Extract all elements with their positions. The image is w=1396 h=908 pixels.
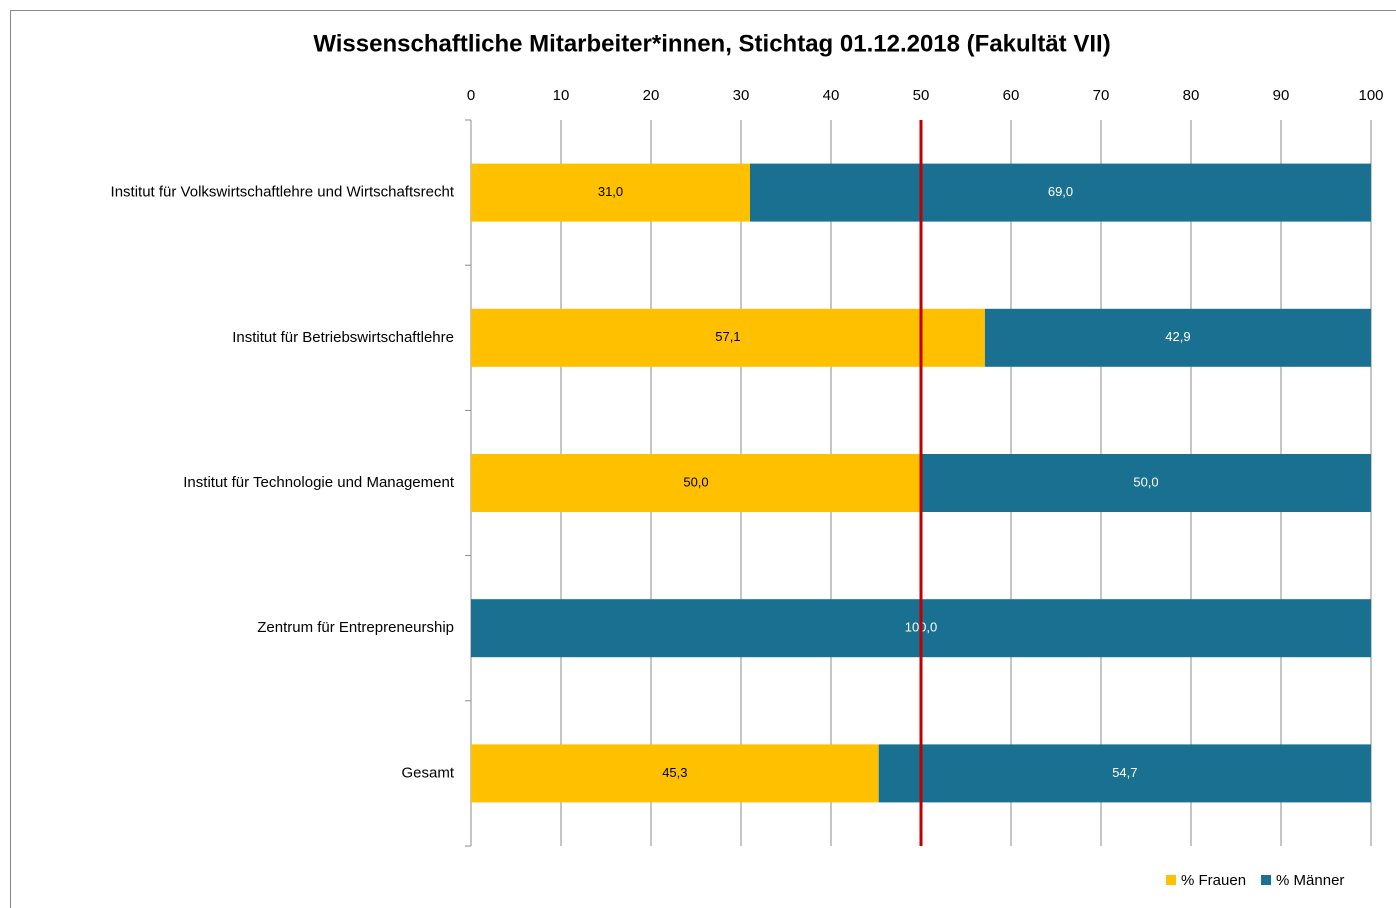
bar-segment bbox=[471, 163, 750, 222]
value-label: 57,1 bbox=[715, 329, 740, 344]
x-tick-label: 100 bbox=[1358, 87, 1383, 104]
y-tick-label: Gesamt bbox=[401, 764, 454, 781]
value-label: 69,0 bbox=[1048, 184, 1073, 199]
bar-segment bbox=[471, 308, 985, 367]
x-tick-label: 80 bbox=[1183, 87, 1200, 104]
y-tick-label: Zentrum für Entrepreneurship bbox=[257, 619, 454, 636]
value-label: 54,7 bbox=[1112, 765, 1137, 780]
y-tick-label: Institut für Volkswirtschaftlehre und Wi… bbox=[111, 184, 455, 201]
bar-segment bbox=[878, 744, 1371, 803]
legend-label: % Männer bbox=[1276, 872, 1344, 889]
x-tick-label: 90 bbox=[1273, 87, 1290, 104]
x-tick-label: 70 bbox=[1093, 87, 1110, 104]
bar-segment bbox=[921, 454, 1371, 512]
value-label: 50,0 bbox=[1133, 474, 1158, 489]
chart-title: Wissenschaftliche Mitarbeiter*innen, Sti… bbox=[313, 30, 1110, 57]
y-tick-label: Institut für Betriebswirtschaftlehre bbox=[232, 329, 454, 346]
value-label: 50,0 bbox=[683, 474, 708, 489]
x-tick-label: 10 bbox=[553, 87, 570, 104]
x-tick-label: 30 bbox=[733, 87, 750, 104]
bar-segment bbox=[984, 308, 1371, 367]
bar-segment bbox=[471, 454, 921, 512]
value-label: 45,3 bbox=[662, 765, 687, 780]
value-label: 42,9 bbox=[1165, 329, 1190, 344]
bar-segment bbox=[750, 163, 1371, 222]
legend-swatch bbox=[1261, 875, 1272, 885]
x-tick-label: 20 bbox=[643, 87, 660, 104]
chart-border bbox=[10, 10, 1396, 908]
x-tick-label: 40 bbox=[823, 87, 840, 104]
legend-label: % Frauen bbox=[1181, 872, 1246, 889]
x-tick-label: 50 bbox=[913, 87, 930, 104]
value-label: 31,0 bbox=[598, 184, 623, 199]
y-tick-label: Institut für Technologie und Management bbox=[183, 474, 455, 491]
bar-segment bbox=[471, 744, 879, 803]
x-tick-label: 60 bbox=[1003, 87, 1020, 104]
x-tick-label: 0 bbox=[467, 87, 475, 104]
legend-swatch bbox=[1166, 875, 1176, 885]
